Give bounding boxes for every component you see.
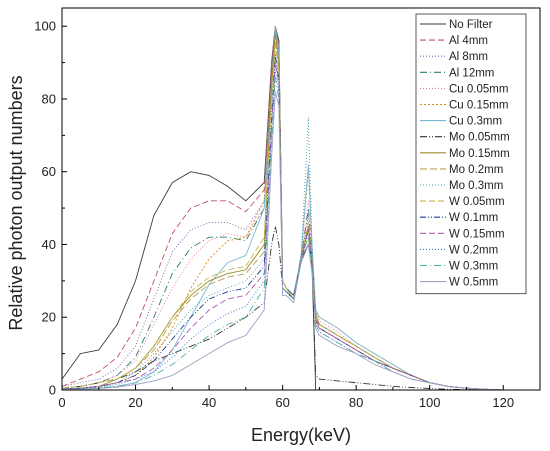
legend-label: W 0.05mm	[449, 196, 505, 208]
legend-label: No Filter	[449, 19, 493, 31]
legend-label: W 0.3mm	[449, 261, 498, 273]
legend-label: Mo 0.3mm	[449, 180, 503, 192]
x-tick-label: 120	[492, 395, 514, 410]
series-line-16	[61, 91, 540, 391]
legend-label: Mo 0.05mm	[449, 132, 510, 144]
y-tick-label: 60	[42, 164, 56, 179]
x-tick-label: 80	[349, 395, 363, 410]
legend-label: Cu 0.05mm	[449, 83, 508, 95]
legend-label: Mo 0.15mm	[449, 148, 510, 160]
x-tick-label: 20	[128, 395, 142, 410]
legend-label: Cu 0.3mm	[449, 116, 502, 128]
legend: No Filter Al 4mm Al 8mm Al 12mm Cu 0.05mm Cu …	[415, 13, 527, 295]
legend-label: Mo 0.2mm	[449, 164, 503, 176]
axes: 0 20 40 60 80 100 120 0 20 40 60 80 100	[34, 8, 540, 410]
series-line-15	[61, 77, 540, 391]
x-tick-label: 0	[58, 395, 65, 410]
legend-label: W 0.5mm	[449, 277, 498, 289]
legend-label: Al 12mm	[449, 67, 494, 79]
legend-label: W 0.1mm	[449, 212, 498, 224]
x-tick-label: 60	[275, 395, 289, 410]
legend-label: Al 4mm	[449, 35, 488, 47]
y-tick-label: 40	[42, 237, 56, 252]
y-axis-label: Relative photon output numbers	[6, 75, 26, 330]
series-line-2	[61, 26, 540, 391]
legend-label: Al 8mm	[449, 51, 488, 63]
y-tick-label: 100	[34, 19, 56, 34]
y-tick-label: 80	[42, 91, 56, 106]
x-tick-label: 40	[202, 395, 216, 410]
legend-label: W 0.2mm	[449, 244, 498, 256]
y-tick-label: 0	[49, 383, 56, 398]
legend-label: Cu 0.15mm	[449, 100, 508, 112]
y-tick-label: 20	[42, 310, 56, 325]
legend-label: W 0.15mm	[449, 228, 505, 240]
legend-box	[415, 13, 527, 295]
x-axis-label: Energy(keV)	[251, 425, 351, 445]
x-tick-label: 100	[419, 395, 441, 410]
